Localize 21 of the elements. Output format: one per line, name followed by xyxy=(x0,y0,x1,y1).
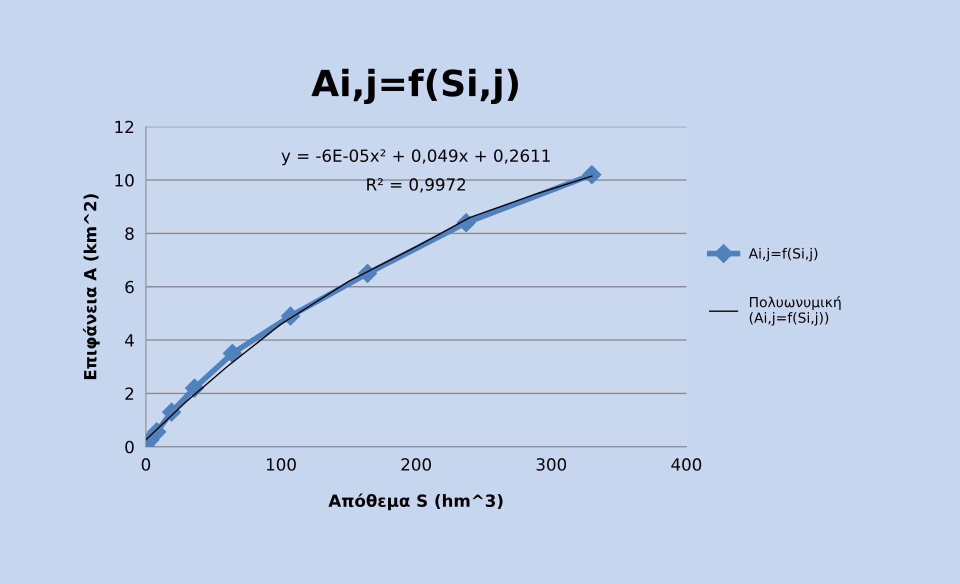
x-tick-label: 300 xyxy=(536,458,566,471)
annotation: R² = 0,9972 xyxy=(367,178,466,192)
y-tick-label: 6 xyxy=(125,280,134,294)
legend-label: Πολυωνυμική (Ai,j=f(Si,j)) xyxy=(750,296,841,326)
y-tick-label: 12 xyxy=(115,120,134,134)
y-tick-label: 4 xyxy=(125,334,134,346)
x-axis-title: Απόθεμα S (hm^3) xyxy=(328,493,503,510)
point xyxy=(582,165,602,184)
y-axis-title: Επιφάνεια A (km^2) xyxy=(82,194,100,380)
y-tick-label: 8 xyxy=(125,227,134,240)
x-tick-label: 100 xyxy=(266,458,296,471)
x-tick-label: 400 xyxy=(671,458,702,471)
x-tick-label: 0 xyxy=(142,458,150,471)
chart-title: Ai,j=f(Si,j) xyxy=(311,68,518,104)
point xyxy=(222,344,242,363)
legend-label: Ai,j=f(Si,j) xyxy=(748,248,818,262)
x-tick-label: 200 xyxy=(401,458,431,471)
y-tick-label: 2 xyxy=(125,387,134,400)
y-tick-label: 10 xyxy=(115,174,134,187)
y-tick-label: 0 xyxy=(125,440,134,454)
annotation: y = -6E-05x² + 0,049x + 0,2611 xyxy=(281,149,550,166)
